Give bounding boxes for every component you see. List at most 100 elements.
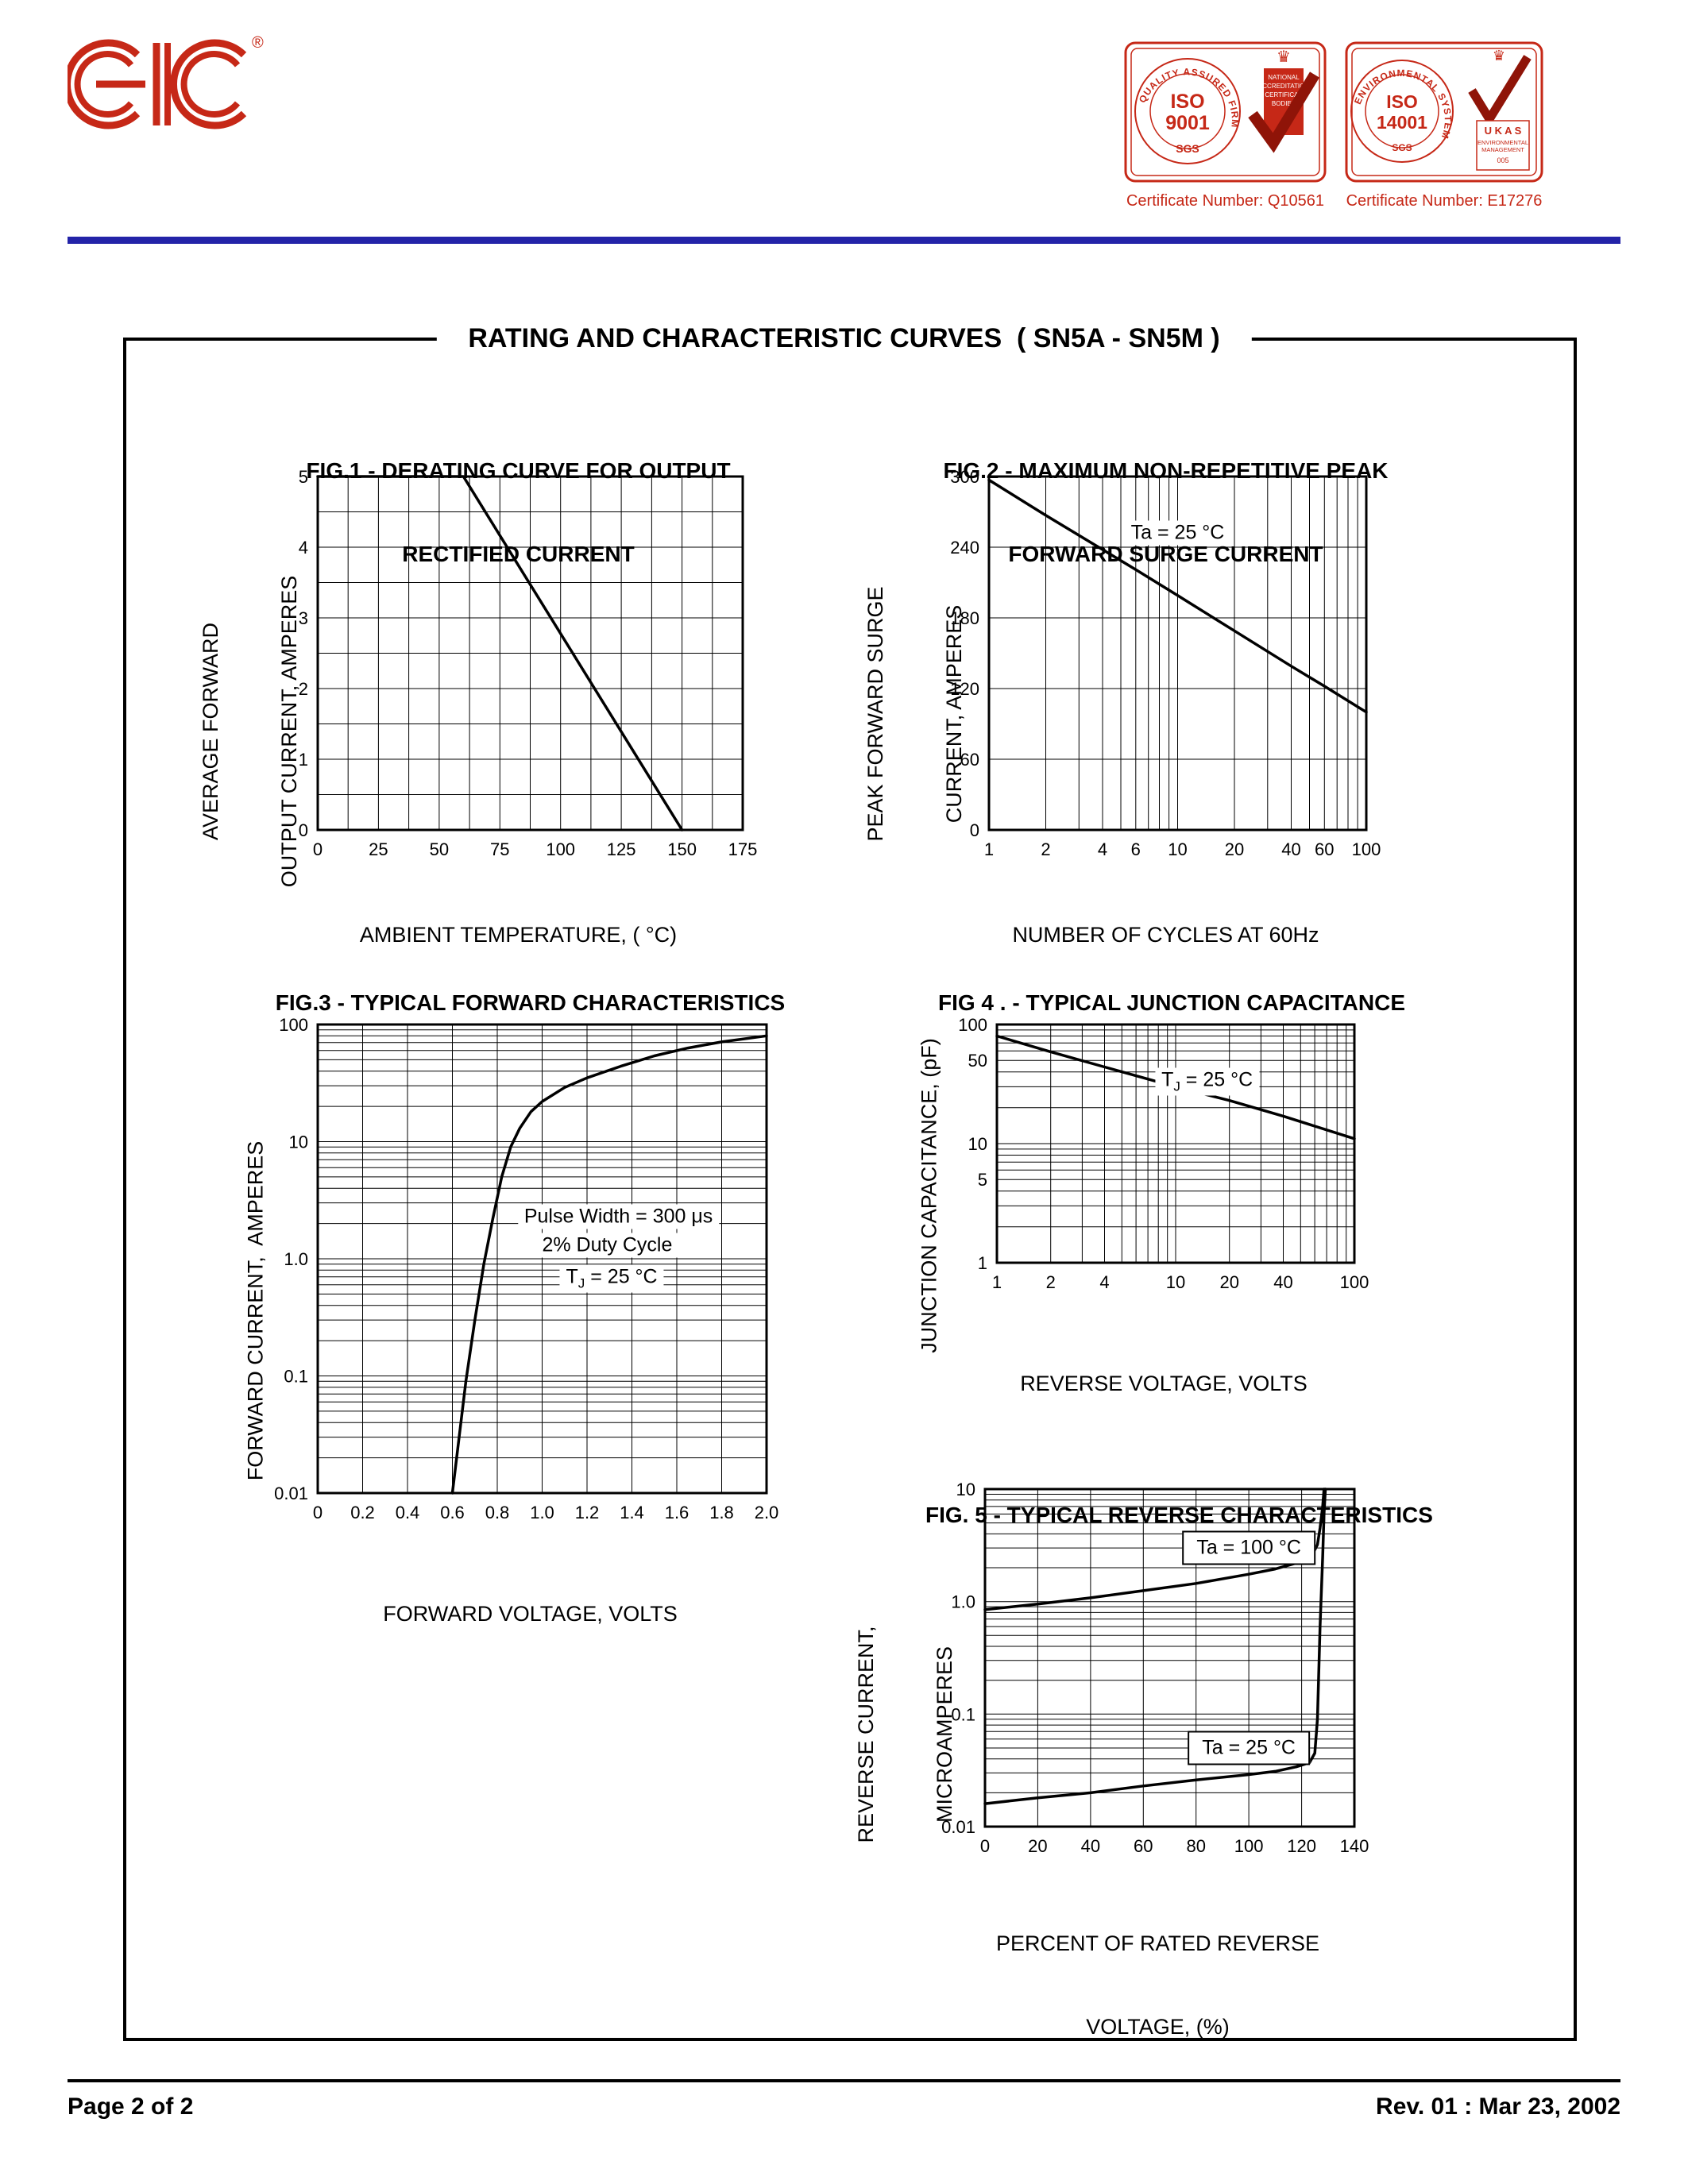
svg-text:ISO: ISO [1386,91,1418,112]
svg-text:005: 005 [1497,156,1508,164]
fig4-title: FIG 4 . - TYPICAL JUNCTION CAPACITANCE [933,933,1410,1072]
y-tick-label: 0 [299,820,308,840]
fig2-chart: 1 2 4 6 10 20 40 60 100 0 60 120 180 240 300 Ta = 25 °C [929,465,1402,866]
chart-annotation: TJ = 25 °C [559,1264,664,1293]
svg-text:NATIONAL: NATIONAL [1268,74,1300,81]
x-tick-label: 0 [980,1836,990,1856]
fig4-svg: 1 2 4 10 20 40 100 1 5 10 50 100 [958,1015,1369,1292]
svg-text:14001: 14001 [1377,112,1427,133]
y-tick-label: 5 [978,1170,987,1190]
y-tick-label: 0.01 [941,1817,975,1837]
x-tick-label: 0 [313,839,323,859]
y-tick-label: 0.1 [284,1367,308,1387]
y-tick-label: 300 [950,467,979,487]
x-tick-label: 75 [490,839,509,859]
x-tick-label: 0.8 [485,1503,510,1522]
x-tick-label: 100 [546,839,575,859]
svg-text:MANAGEMENT: MANAGEMENT [1481,146,1524,153]
fig1-title: FIG.1 - DERATING CURVE FOR OUTPUT RECTIF… [258,401,778,623]
output-current-derating [316,475,684,832]
eic-logo-icon: ® [64,34,264,129]
chart-annotation: Ta = 100 °C [1182,1530,1315,1565]
y-tick-label: 120 [950,679,979,699]
chart-annotation: TJ = 25 °C [1155,1067,1260,1096]
x-tick-label: 60 [1134,1836,1153,1856]
y-tick-label: 60 [960,750,979,770]
fig4-chart: 1 2 4 10 20 40 100 1 5 10 50 100 TJ = 25 °C [937,1013,1390,1298]
y-tick-label: 10 [968,1134,987,1154]
y-tick-label: 0 [970,820,979,840]
y-tick-label: 100 [279,1015,308,1035]
reverse-current-100C [983,1488,1326,1611]
x-tick-label: 0 [313,1503,323,1522]
crown-icon: ♛ [1277,48,1291,66]
y-tick-label: 1.0 [951,1592,975,1612]
fig1-x-axis-label: AMBIENT TEMPERATURE, ( °C) [359,923,678,947]
x-tick-label: 1 [984,839,994,859]
fig3-title: FIG.3 - TYPICAL FORWARD CHARACTERISTICS [258,933,802,1072]
chart-annotation: Ta = 25 °C [1124,520,1231,546]
crown-icon: ♛ [1493,48,1505,64]
svg-text:U K A S: U K A S [1485,125,1522,137]
x-tick-label: 2 [1041,839,1050,859]
fig3-x-axis-label: FORWARD VOLTAGE, VOLTS [383,1602,678,1626]
x-tick-label: 150 [667,839,697,859]
y-tick-label: 4 [299,538,308,558]
svg-text:ISO: ISO [1170,91,1204,113]
x-tick-label: 4 [1099,1272,1109,1292]
fig2-svg: 1 2 4 6 10 20 40 60 100 0 60 120 180 240 300 [950,467,1381,859]
x-tick-label: 60 [1315,839,1334,859]
x-tick-label: 10 [1168,839,1187,859]
fig4-title-line1: FIG 4 . - TYPICAL JUNCTION CAPACITANCE [937,990,1406,1015]
x-tick-label: 100 [1352,839,1381,859]
x-tick-label: 2.0 [755,1503,779,1522]
x-tick-label: 0.4 [396,1503,420,1522]
x-tick-label: 175 [728,839,758,859]
y-tick-label: 3 [299,608,308,628]
y-tick-label: 2 [299,679,308,699]
y-tick-label: 180 [950,608,979,628]
svg-text:BODIES: BODIES [1272,100,1296,107]
svg-text:SGS: SGS [1176,142,1199,155]
y-tick-label: 0.01 [274,1484,308,1503]
x-tick-label: 25 [369,839,388,859]
chart-annotation: Pulse Width = 300 μs [517,1204,720,1229]
fig2-title-line2: FORWARD SURGE CURRENT [1008,542,1323,566]
certificate-number-2: Certificate Number: E17276 [1346,192,1543,210]
fig3-svg: 0 0.2 0.4 0.6 0.8 1.0 1.2 1.4 1.6 1.8 2.0 0.01 0.1 1.… [274,1015,779,1522]
x-tick-label: 140 [1340,1836,1369,1856]
chart-annotation: Ta = 25 °C [1188,1731,1310,1765]
y-tick-label: 240 [950,538,979,558]
y-tick-label: 10 [956,1480,975,1499]
check-icon [1468,55,1532,128]
x-tick-label: 100 [1234,1836,1264,1856]
fig2-x-axis-label: NUMBER OF CYCLES AT 60Hz [1012,923,1319,947]
x-tick-label: 2 [1046,1272,1056,1292]
fig4-x-axis-label: REVERSE VOLTAGE, VOLTS [1020,1372,1308,1395]
fig3-chart: 0 0.2 0.4 0.6 0.8 1.0 1.2 1.4 1.6 1.8 2.0 0.01 0.1 1.… [258,1013,802,1529]
x-tick-label: 1.6 [665,1503,689,1522]
x-tick-label: 6 [1131,839,1141,859]
y-tick-label: 50 [968,1051,987,1071]
fig1-title-line1: FIG.1 - DERATING CURVE FOR OUTPUT [306,458,731,483]
x-tick-label: 40 [1273,1272,1292,1292]
check-icon [1248,71,1319,153]
x-tick-label: 1.0 [530,1503,554,1522]
page-title: RATING AND CHARACTERISTIC CURVES ( SN5A … [436,319,1252,357]
x-tick-label: 125 [607,839,636,859]
iso14001-badge: ENVIRONMENTAL SYSTEM ISO 14001 SGS ♛ U K… [1345,41,1543,187]
y-tick-label: 10 [289,1133,308,1152]
x-tick-label: 4 [1098,839,1107,859]
svg-text:SGS: SGS [1392,142,1412,153]
x-tick-label: 100 [1340,1272,1369,1292]
svg-text:ENVIRONMENTAL: ENVIRONMENTAL [1477,139,1528,146]
svg-text:9001: 9001 [1165,112,1210,134]
fig1-svg: 0 25 50 75 100 125 150 175 0 1 2 3 4 5 [299,467,758,859]
iso14001-badge-icon: ENVIRONMENTAL SYSTEM ISO 14001 SGS ♛ U K… [1345,41,1543,183]
header-divider [68,237,1620,244]
y-tick-label: 100 [958,1015,987,1035]
peak-surge-current [987,478,1368,714]
y-tick-label: 1.0 [284,1249,308,1269]
registered-mark: ® [252,34,264,52]
